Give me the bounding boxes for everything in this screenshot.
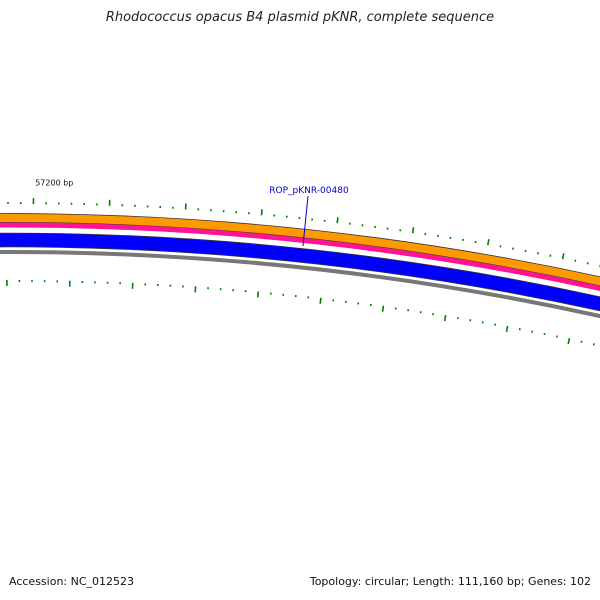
blue-ring [0, 233, 600, 311]
major-tick [411, 227, 415, 234]
outer-tick-marks [7, 198, 600, 267]
inner-major-tick [319, 297, 322, 304]
gene-annotation: ROP_pKNR-00480 [269, 186, 349, 247]
map-title: Rhodococcus opacus B4 plasmid pKNR, comp… [105, 10, 495, 25]
major-tick [260, 209, 263, 216]
summary-label: Topology: circular; Length: 111,160 bp; … [309, 575, 591, 588]
gene-label-leader [302, 195, 309, 247]
accession-label: Accession: NC_012523 [9, 575, 135, 588]
major-tick [487, 239, 490, 246]
major-tick [561, 253, 565, 260]
gray-ring [0, 250, 600, 319]
inner-major-tick [443, 314, 447, 322]
tick-label: 57200 bp [35, 178, 73, 187]
inner-major-tick [381, 305, 385, 312]
gene-label[interactable]: ROP_pKNR-00480 [269, 186, 349, 196]
plasmid-rings [0, 213, 600, 319]
inner-major-tick [505, 325, 509, 332]
orange-ring [0, 214, 600, 286]
pink-ring [0, 222, 600, 292]
inner-tick-marks [6, 279, 595, 346]
inner-major-tick [567, 337, 571, 345]
major-tick [336, 217, 339, 224]
tick-labels: 58400 bp58200 bp58000 bp57800 bp57600 bp… [35, 178, 73, 187]
inner-major-tick [257, 291, 260, 298]
